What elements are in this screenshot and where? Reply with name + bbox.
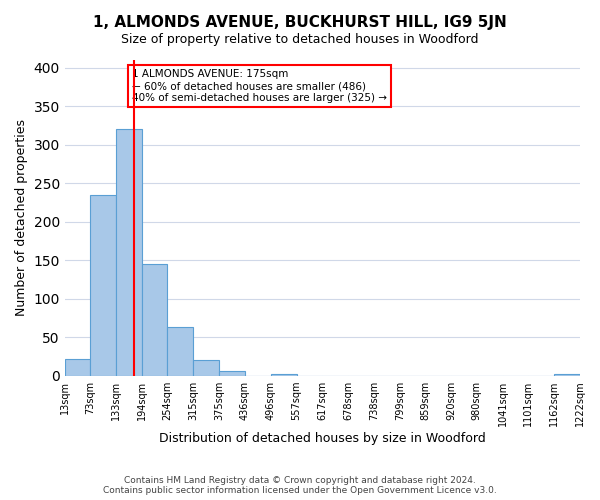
Text: Contains HM Land Registry data © Crown copyright and database right 2024.
Contai: Contains HM Land Registry data © Crown c… <box>103 476 497 495</box>
Bar <box>167 328 193 376</box>
Bar <box>91 195 116 376</box>
Bar <box>142 264 167 376</box>
Text: 1, ALMONDS AVENUE, BUCKHURST HILL, IG9 5JN: 1, ALMONDS AVENUE, BUCKHURST HILL, IG9 5… <box>93 15 507 30</box>
X-axis label: Distribution of detached houses by size in Woodford: Distribution of detached houses by size … <box>159 432 486 445</box>
Text: 1 ALMONDS AVENUE: 175sqm
← 60% of detached houses are smaller (486)
40% of semi-: 1 ALMONDS AVENUE: 175sqm ← 60% of detach… <box>132 70 387 102</box>
Y-axis label: Number of detached properties: Number of detached properties <box>15 120 28 316</box>
Bar <box>219 370 245 376</box>
Bar <box>554 374 580 376</box>
Bar <box>193 360 219 376</box>
Bar <box>116 130 142 376</box>
Text: Size of property relative to detached houses in Woodford: Size of property relative to detached ho… <box>121 32 479 46</box>
Bar <box>65 359 91 376</box>
Bar <box>271 374 296 376</box>
